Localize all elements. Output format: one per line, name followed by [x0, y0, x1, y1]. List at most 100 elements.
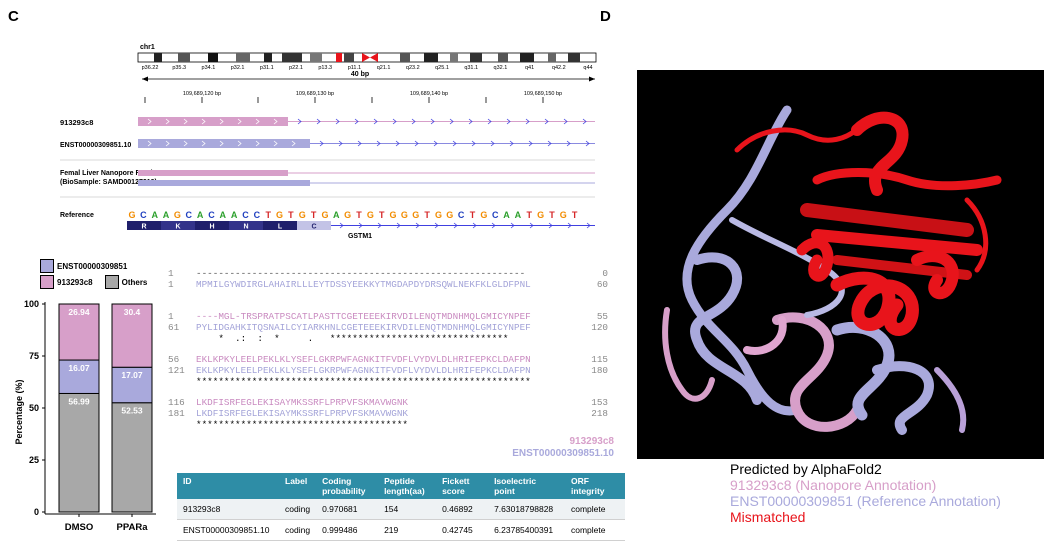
align-seq-enst: MPMILGYWDIRGLAHAIRLLLEYTDSSYEEKKYTMGDAPD… [196, 279, 531, 290]
alignment-names: 913293c8 ENST00000309851.10 [430, 436, 614, 460]
amino-acid-label: K [175, 224, 180, 231]
structure-legend-title: Predicted by AlphaFold2 [730, 461, 882, 477]
align-end: 60 [596, 279, 608, 290]
strand-chevron [468, 118, 473, 125]
reference-base: G [344, 210, 351, 220]
reference-base: A [220, 210, 227, 220]
strand-chevron [453, 222, 458, 229]
align-seq-enst: EKLKPKYLEELPEKLKLYSEFLGKRPWFAGNKITFVDFLV… [196, 365, 531, 376]
strand-chevron [548, 222, 553, 229]
align-seq-913293c8: ----MGL-TRSPRATPSCATLPASTTCGETEEEKIRVDIL… [196, 311, 531, 322]
table-cell: 154 [378, 499, 437, 520]
legend-swatch [40, 275, 54, 289]
alignment-block-2: 1 ----MGL-TRSPRATPSCATLPASTTCGETEEEKIRVD… [168, 311, 638, 344]
amino-acid-box [229, 221, 263, 230]
strand-chevron [547, 140, 552, 147]
band-label: q42.2 [552, 65, 566, 71]
reference-base: G [321, 210, 328, 220]
strand-chevron [201, 118, 206, 125]
track-913293c8-label: 913293c8 [60, 118, 93, 127]
strand-chevron [487, 118, 492, 125]
reference-base: T [379, 210, 385, 220]
strand-chevron [357, 140, 362, 147]
band-label: p36.22 [142, 65, 159, 71]
strand-chevron [273, 140, 278, 147]
track-913293c8-strand [147, 118, 587, 125]
strand-chevron [183, 140, 188, 147]
table-cell: complete [565, 519, 625, 541]
col-header: Label [279, 473, 317, 499]
sequence-alignment: 1 --------------------------------------… [168, 268, 638, 430]
y-tick-label: 0 [34, 507, 39, 517]
bar-segment [111, 402, 153, 513]
strand-chevron [525, 118, 530, 125]
align-end: 120 [591, 322, 608, 333]
reference-base: G [537, 210, 544, 220]
structure-legend-mismatched: Mismatched [730, 509, 806, 525]
reference-base: T [549, 210, 555, 220]
band-labels: p36.22 p35.3 p34.1 p32.1 p31.1 p22.1 p13.3 p11.… [142, 65, 593, 71]
amino-acid-box [127, 221, 161, 230]
reference-base: G [174, 210, 181, 220]
strand-chevron [255, 118, 260, 125]
y-tick-label: 100 [24, 299, 39, 309]
amino-acid-box [161, 221, 195, 230]
track-enst [138, 139, 595, 148]
align-start: 61 [168, 322, 180, 333]
strand-chevron [411, 118, 416, 125]
col-header: ORF integrity [565, 473, 625, 499]
coord-label: 109,689,140 bp [410, 91, 448, 97]
gene-label: GSTM1 [348, 233, 372, 240]
align-end: 115 [591, 354, 608, 365]
strand-chevron [373, 118, 378, 125]
strand-chevron [449, 118, 454, 125]
bar-segment [58, 359, 100, 394]
strand-chevron [339, 222, 344, 229]
band-label: p13.3 [318, 65, 332, 71]
bar-value-label: 17.07 [121, 370, 143, 380]
align-name-913293c8: 913293c8 [569, 436, 615, 447]
strand-chevron [563, 118, 568, 125]
col-header: Peptide length(aa) [378, 473, 437, 499]
amino-acid-label: C [311, 224, 316, 231]
reference-base: T [288, 210, 294, 220]
align-name-enst: ENST00000309851.10 [512, 448, 614, 459]
strand-chevron [452, 140, 457, 147]
align-start: 1 [168, 268, 174, 279]
col-header: Isoelectric point [488, 473, 565, 499]
table-cell: 219 [378, 519, 437, 541]
table-cell: ENST00000309851.10 [177, 519, 279, 541]
align-seq-enst: LKDFISRFEGLEKISAYMKSSRFLPRPVFSKMAVWGNK [196, 408, 409, 419]
chrom-label: chr1 [140, 44, 155, 51]
bar-segment [111, 303, 153, 368]
legend-label: ENST00000309851 [57, 261, 128, 271]
strand-chevron [376, 140, 381, 147]
stacked-bar-chart: Percentage (%) 0 25 50 75 100 56.99 16.07 26.9… [14, 299, 156, 533]
table-cell: 0.970681 [316, 499, 379, 520]
reference-base: G [435, 210, 442, 220]
bar-segment [58, 392, 100, 513]
strand-chevron [273, 118, 278, 125]
band-label: q23.2 [406, 65, 420, 71]
reference-base: T [265, 210, 271, 220]
alignment-block-4: 116 LKDFISRFEGLEKISAYMKSSRFLPRPVFSKMAVWG… [168, 397, 638, 430]
strand-chevron [433, 140, 438, 147]
strand-chevron [219, 118, 224, 125]
strand-chevron [291, 140, 296, 147]
strand-chevron [490, 140, 495, 147]
reference-base: G [480, 210, 487, 220]
reference-base: A [515, 210, 522, 220]
reference-base: C [254, 210, 261, 220]
x-tick-label: DMSO [65, 522, 94, 533]
chromosome-ideogram [137, 52, 597, 63]
strand-chevron [338, 140, 343, 147]
legend-swatch [40, 259, 54, 273]
table-header-row: ID Label Coding probability Peptide leng… [177, 473, 625, 499]
strand-chevron [510, 222, 515, 229]
reference-base: A [333, 210, 340, 220]
amino-acid-box [195, 221, 229, 230]
band-label: p35.3 [172, 65, 186, 71]
strand-chevron [506, 118, 511, 125]
